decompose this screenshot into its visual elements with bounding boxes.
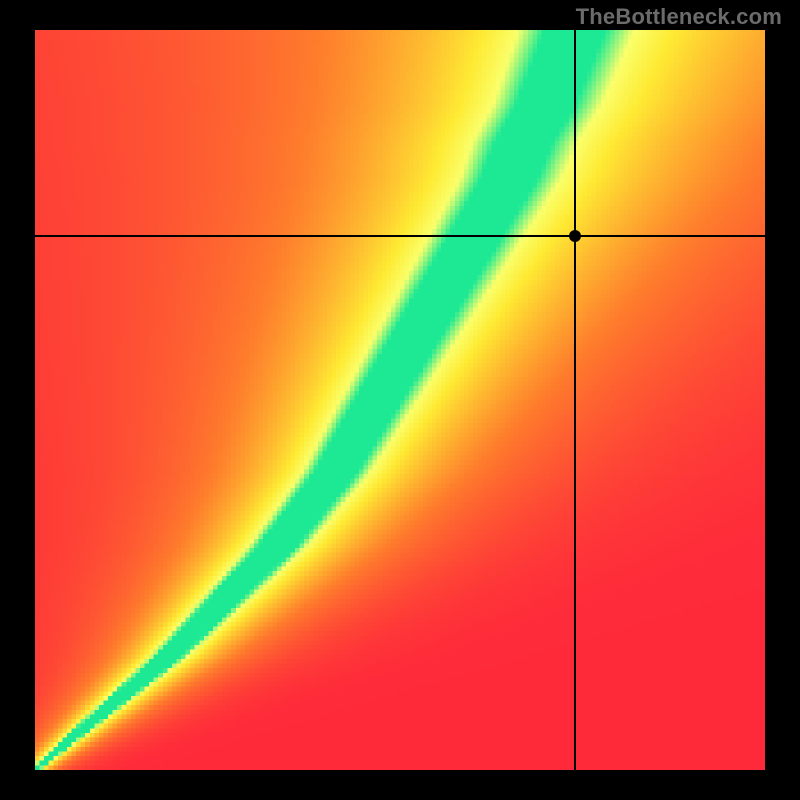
chart-container: TheBottleneck.com xyxy=(0,0,800,800)
crosshair-horizontal xyxy=(35,235,765,237)
plot-area xyxy=(35,30,765,770)
crosshair-marker xyxy=(569,230,581,242)
bottleneck-heatmap xyxy=(35,30,765,770)
crosshair-vertical xyxy=(574,30,576,770)
watermark-text: TheBottleneck.com xyxy=(576,4,782,30)
